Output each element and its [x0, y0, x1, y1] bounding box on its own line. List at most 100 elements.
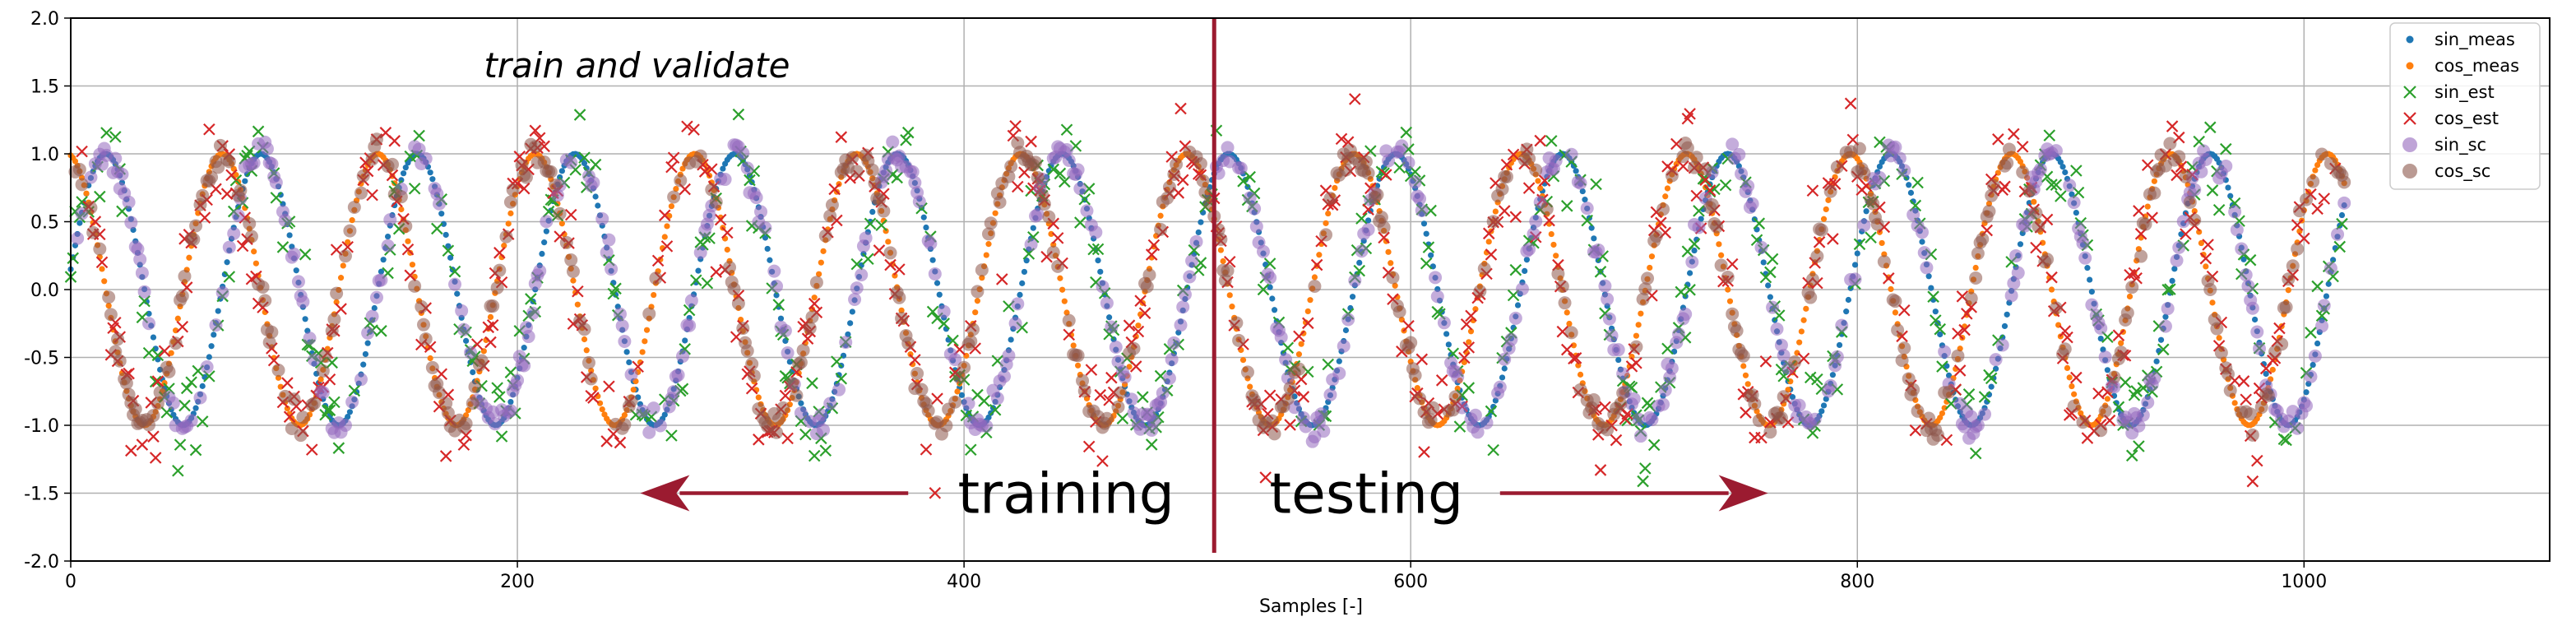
point-cos_meas — [992, 210, 998, 216]
point-cos_est — [1909, 424, 1922, 437]
point-sin_meas — [1522, 267, 1528, 275]
point-cos_meas — [1467, 328, 1475, 335]
point-sin_est — [901, 126, 915, 139]
point-cos_est — [753, 434, 765, 446]
point-sin_sc — [615, 319, 629, 333]
point-sin_sc — [184, 414, 198, 428]
point-cos_est — [1726, 257, 1739, 271]
point-sin_est — [1936, 360, 1948, 373]
point-cos_sc — [119, 376, 133, 390]
point-cos_sc — [1866, 197, 1880, 211]
point-cos_meas — [340, 262, 346, 269]
point-cos_sc — [2286, 259, 2300, 273]
point-cos_meas — [2064, 364, 2071, 371]
point-cos_sc — [72, 163, 86, 177]
point-sin_sc — [455, 304, 469, 318]
point-sin_est — [1590, 178, 1602, 191]
point-sin_sc — [345, 395, 359, 409]
point-sin_sc — [1178, 287, 1192, 301]
y-tick-label: 0.5 — [30, 213, 59, 234]
point-sin_sc — [2241, 279, 2255, 293]
legend-label: sin_est — [2435, 82, 2495, 103]
point-cos_est — [2070, 371, 2083, 384]
point-cos_meas — [1647, 264, 1653, 271]
point-sin_sc — [209, 318, 223, 332]
point-cos_est — [236, 239, 249, 253]
point-cos_meas — [2209, 299, 2216, 306]
point-sin_sc — [667, 385, 681, 399]
point-cos_meas — [1135, 322, 1142, 329]
point-sin_sc — [1766, 300, 1780, 314]
point-sin_est — [1684, 284, 1696, 296]
point-cos_est — [149, 452, 162, 464]
point-cos_sc — [1680, 141, 1694, 155]
point-sin_sc — [1234, 161, 1248, 175]
point-cos_est — [457, 438, 470, 451]
point-cos_sc — [86, 225, 100, 239]
point-sin_meas — [2323, 293, 2330, 299]
point-cos_meas — [643, 327, 651, 333]
point-cos_est — [493, 247, 506, 259]
point-cos_sc — [1964, 291, 1978, 305]
point-cos_sc — [2120, 306, 2134, 320]
legend-marker — [2402, 164, 2417, 179]
point-cos_est — [388, 135, 401, 147]
point-cos_meas — [581, 336, 588, 343]
point-cos_sc — [1969, 271, 1983, 285]
point-sin_sc — [526, 306, 540, 320]
point-sin_meas — [2104, 367, 2110, 373]
point-cos_sc — [952, 370, 966, 384]
x-tick-label: 400 — [947, 572, 981, 592]
point-sin_meas — [440, 220, 447, 227]
point-cos_sc — [981, 227, 995, 241]
point-cos_sc — [234, 183, 248, 197]
point-sin_meas — [378, 268, 385, 275]
point-sin_est — [2112, 401, 2125, 414]
point-sin_meas — [695, 267, 702, 274]
point-cos_sc — [93, 242, 107, 256]
point-cos_sc — [1823, 184, 1837, 198]
point-cos_sc — [544, 165, 558, 179]
point-cos_est — [1380, 169, 1392, 181]
point-sin_est — [2336, 217, 2348, 230]
point-sin_sc — [1221, 141, 1235, 155]
y-tick-label: -2.0 — [24, 552, 59, 573]
point-cos_sc — [901, 336, 915, 350]
point-cos_meas — [954, 388, 961, 395]
point-cos_sc — [1265, 414, 1279, 428]
point-sin_sc — [2158, 319, 2172, 333]
point-cos_sc — [243, 216, 257, 230]
point-sin_sc — [928, 267, 942, 281]
point-cos_est — [564, 208, 577, 221]
point-sin_sc — [231, 209, 245, 223]
point-cos_sc — [1895, 354, 1909, 368]
point-cos_sc — [1986, 179, 2000, 192]
point-sin_sc — [1100, 296, 1114, 310]
point-cos_est — [2298, 232, 2310, 245]
point-cos_sc — [1221, 264, 1235, 278]
point-sin_est — [408, 183, 421, 195]
point-sin_sc — [693, 246, 707, 260]
point-cos_est — [667, 151, 680, 165]
point-sin_sc — [2188, 183, 2202, 197]
point-sin_est — [665, 429, 678, 442]
point-sin_sc — [1580, 202, 1594, 216]
point-cos_meas — [1332, 184, 1338, 192]
point-sin_sc — [1118, 370, 1132, 384]
point-sin_meas — [2153, 358, 2160, 364]
point-cos_sc — [2134, 249, 2148, 263]
point-cos_est — [873, 244, 886, 257]
point-sin_meas — [211, 332, 217, 338]
point-cos_meas — [195, 210, 202, 216]
point-sin_meas — [1428, 252, 1434, 258]
point-sin_sc — [2245, 301, 2259, 315]
point-sin_sc — [1830, 350, 1844, 364]
point-sin_est — [328, 396, 341, 409]
point-cos_est — [1806, 184, 1819, 197]
point-sin_sc — [1754, 240, 1768, 254]
point-sin_sc — [1355, 244, 1369, 258]
point-cos_est — [1025, 135, 1037, 148]
point-cos_meas — [83, 190, 90, 197]
point-cos_sc — [1161, 191, 1174, 205]
point-sin_sc — [1382, 154, 1396, 168]
